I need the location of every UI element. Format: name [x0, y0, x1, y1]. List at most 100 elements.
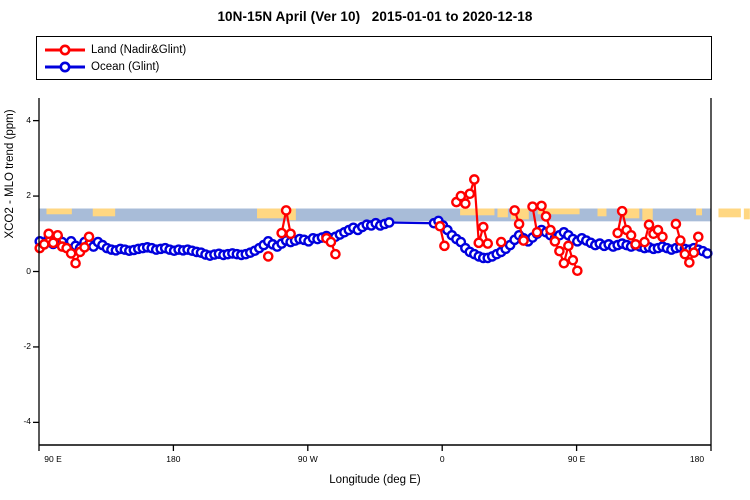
series-land-segment — [262, 251, 274, 262]
data-point-marker — [527, 201, 538, 212]
data-point-marker — [455, 190, 467, 202]
data-point-marker — [549, 236, 561, 247]
y-tick-label: 4 — [26, 114, 31, 125]
legend-marker-land-icon — [45, 44, 85, 55]
data-point-marker — [572, 265, 583, 277]
legend-label-ocean: Ocean (Glint) — [91, 60, 160, 73]
data-point-marker — [612, 227, 623, 239]
data-point-marker — [83, 231, 95, 243]
x-axis-label: Longitude (deg E) — [329, 474, 421, 486]
data-point-marker — [280, 205, 292, 216]
data-point-marker — [701, 248, 713, 259]
map-land-mass — [92, 208, 116, 217]
x-tick-label: 180 — [166, 454, 181, 464]
map-land-mass — [743, 208, 750, 220]
data-point-marker — [464, 188, 476, 200]
x-tick-label: 180 — [689, 454, 705, 464]
series-land-segment — [527, 201, 543, 238]
x-tick-label: 90 E — [567, 454, 586, 464]
data-point-marker — [639, 236, 650, 248]
y-tick-label: -2 — [23, 340, 31, 351]
series-land-nadir-glint — [34, 174, 704, 277]
legend-label-land: Land (Nadir&Glint) — [91, 43, 187, 56]
x-tick-label: 90 W — [297, 454, 318, 464]
data-point-marker — [540, 211, 552, 222]
data-point-marker — [330, 248, 341, 260]
data-point-marker — [65, 248, 77, 259]
legend-item-ocean: Ocean (Glint) — [43, 59, 159, 74]
map-land-mass — [537, 208, 580, 215]
map-land-mass — [624, 208, 640, 219]
data-point-marker — [276, 227, 287, 239]
map-land-mass — [257, 208, 286, 219]
map-land-mass — [510, 208, 529, 220]
x-tick-label: 90 E — [44, 454, 62, 464]
data-point-marker — [536, 200, 547, 212]
map-land-mass — [597, 208, 607, 217]
data-point-marker — [460, 198, 471, 209]
map-strip-overlay — [39, 208, 750, 222]
data-point-marker — [52, 229, 63, 241]
data-point-marker — [657, 231, 668, 243]
data-point-marker — [79, 242, 90, 253]
data-point-marker — [495, 236, 507, 248]
series-land-segment — [276, 205, 296, 240]
series-land-segment — [536, 200, 583, 277]
data-point-marker — [554, 245, 565, 257]
legend-marker-ocean-icon — [45, 61, 85, 72]
data-point-marker — [383, 217, 395, 228]
map-land-mass — [696, 208, 703, 216]
data-point-marker — [643, 219, 655, 231]
data-point-marker — [616, 205, 628, 217]
data-point-marker — [518, 235, 529, 246]
y-tick-label: -4 — [23, 416, 31, 427]
map-land-mass — [497, 208, 508, 218]
series-land-segment — [34, 228, 95, 269]
data-point-marker — [70, 257, 81, 269]
map-land-mass — [46, 208, 72, 215]
data-point-marker — [693, 231, 704, 243]
data-point-marker — [688, 247, 700, 258]
chart-legend: Land (Nadir&Glint) Ocean (Glint) — [36, 36, 712, 80]
axis-frame — [33, 98, 712, 451]
data-point-marker — [325, 236, 337, 248]
x-tick-label: 0 — [439, 454, 445, 464]
data-point-marker — [545, 224, 556, 236]
data-point-marker — [509, 205, 520, 216]
data-point-marker — [679, 248, 691, 260]
y-tick-label: 2 — [26, 190, 31, 201]
data-point-marker — [625, 229, 637, 241]
data-point-marker — [477, 221, 489, 233]
data-point-marker — [262, 251, 274, 262]
data-point-marker — [47, 237, 59, 249]
series-land-segment — [639, 219, 668, 248]
data-point-marker — [630, 239, 641, 250]
series-ocean-glint — [34, 215, 713, 264]
data-point-marker — [670, 218, 682, 230]
map-land-mass — [718, 208, 741, 218]
map-land-mass — [642, 208, 653, 221]
data-point-marker — [531, 226, 543, 238]
data-point-marker — [482, 238, 494, 249]
data-point-marker — [684, 257, 695, 268]
y-axis-label: XCO2 - MLO trend (ppm) — [4, 109, 16, 239]
series-land-segment — [321, 233, 341, 260]
series-land-segment — [509, 205, 529, 246]
series-land-segment — [451, 174, 494, 249]
series-land-segment — [495, 236, 507, 248]
data-point-marker — [563, 240, 574, 252]
map-land-mass — [288, 208, 296, 221]
data-point-marker — [675, 235, 686, 246]
data-point-marker — [473, 237, 485, 249]
data-point-marker — [38, 239, 50, 250]
data-point-marker — [567, 254, 579, 266]
series-land-segment — [612, 205, 641, 250]
data-point-marker — [43, 228, 55, 240]
chart-title: 10N-15N April (Ver 10) 2015-01-01 to 202… — [217, 9, 533, 24]
data-point-marker — [439, 240, 450, 252]
legend-item-land: Land (Nadir&Glint) — [43, 42, 186, 57]
data-point-marker — [434, 220, 446, 232]
data-point-marker — [285, 228, 296, 240]
